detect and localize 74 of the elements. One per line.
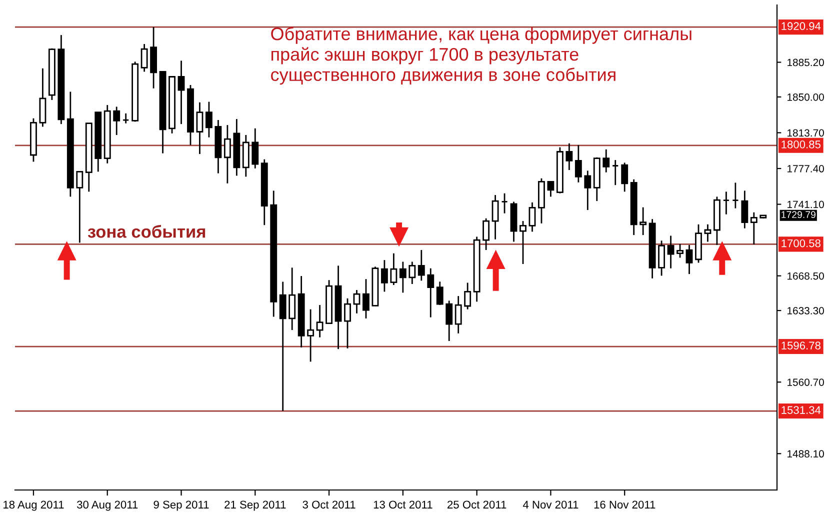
candlestick [722, 190, 730, 216]
candlestick [612, 159, 619, 186]
y-tick-label: 1777.40 [788, 165, 824, 172]
candlestick [520, 220, 526, 265]
x-tick-label: 30 Aug 2011 [76, 500, 138, 511]
candlestick [492, 194, 499, 240]
candlestick [316, 304, 324, 338]
candlestick [667, 235, 674, 270]
ref-line-label: 1596.78 [782, 342, 820, 350]
candlestick [640, 206, 647, 236]
candlestick [196, 102, 204, 155]
candlestick [454, 295, 462, 334]
candlestick [464, 282, 472, 310]
candlestick [676, 243, 684, 258]
ref-line-label: 1700.58 [782, 239, 820, 248]
candlestick [344, 298, 351, 350]
candlestick [574, 144, 582, 184]
y-tick-label: 1885.20 [788, 58, 824, 66]
ref-line-label: 1920.94 [782, 22, 821, 30]
candlestick [353, 289, 360, 314]
candlestick [566, 142, 573, 171]
candlestick [252, 128, 259, 170]
candlestick [288, 266, 296, 331]
text: 1729.79 [782, 211, 816, 218]
y-tick-label: 1741.10 [788, 200, 824, 208]
candlestick [178, 60, 185, 125]
y-tick-label: 1560.70 [788, 378, 824, 386]
ref-line-label: 1800.85 [782, 140, 821, 148]
candlestick [206, 101, 212, 138]
candlestick [436, 280, 444, 306]
candlestick [584, 170, 592, 211]
candlestick [482, 218, 490, 251]
candlestick [408, 261, 416, 285]
x-tick-label: 18 Aug 2011 [4, 500, 64, 511]
x-tick-label: 16 Nov 2011 [594, 500, 656, 509]
annotation: зона события [88, 224, 206, 238]
candlestick [704, 224, 712, 242]
candlestick [380, 259, 388, 292]
candlestick [501, 192, 508, 214]
y-tick-label: 1488.10 [788, 450, 824, 458]
x-tick-label: 9 Sep 2011 [154, 500, 209, 511]
y-tick-label: 1633.30 [788, 307, 824, 314]
candlestick [621, 162, 628, 192]
x-tick-label: 4 Nov 2011 [522, 500, 578, 509]
candlestick [307, 308, 314, 362]
y-tick-label: 1850.00 [788, 93, 824, 101]
candlestick [76, 170, 84, 244]
annotation: Обратите внимание, как цена формирует сигналы прайс экшн вокруг 1700 в результате существенного движения в зоне события [271, 26, 692, 85]
candlestick [741, 190, 748, 230]
candlestick [224, 124, 231, 184]
candlestick [362, 278, 370, 320]
candlestick [122, 112, 130, 124]
candlestick [427, 268, 434, 318]
candlestick [140, 43, 148, 72]
x-tick-label: 3 Oct 2011 [302, 500, 356, 509]
candlestick [602, 148, 610, 174]
candlestick [399, 261, 406, 294]
candlestick [732, 182, 739, 210]
candlestick [113, 106, 120, 136]
candlestick [418, 249, 425, 282]
y-tick-label: 1668.50 [788, 272, 824, 280]
candlestick [658, 240, 666, 276]
candlestick [446, 300, 453, 342]
candlestick [390, 252, 398, 286]
candlestick [547, 181, 554, 198]
candlestick [750, 212, 758, 246]
candlestick [528, 202, 536, 232]
ref-line-label: 1531.34 [782, 406, 821, 414]
candlestick [279, 281, 286, 412]
y-tick-label: 1813.70 [788, 129, 824, 137]
x-tick-label: 21 Sep 2011 [224, 500, 286, 511]
x-tick-label: 25 Oct 2011 [448, 500, 506, 509]
candlestick [686, 244, 693, 275]
x-tick-label: 13 Oct 2011 [374, 500, 432, 509]
